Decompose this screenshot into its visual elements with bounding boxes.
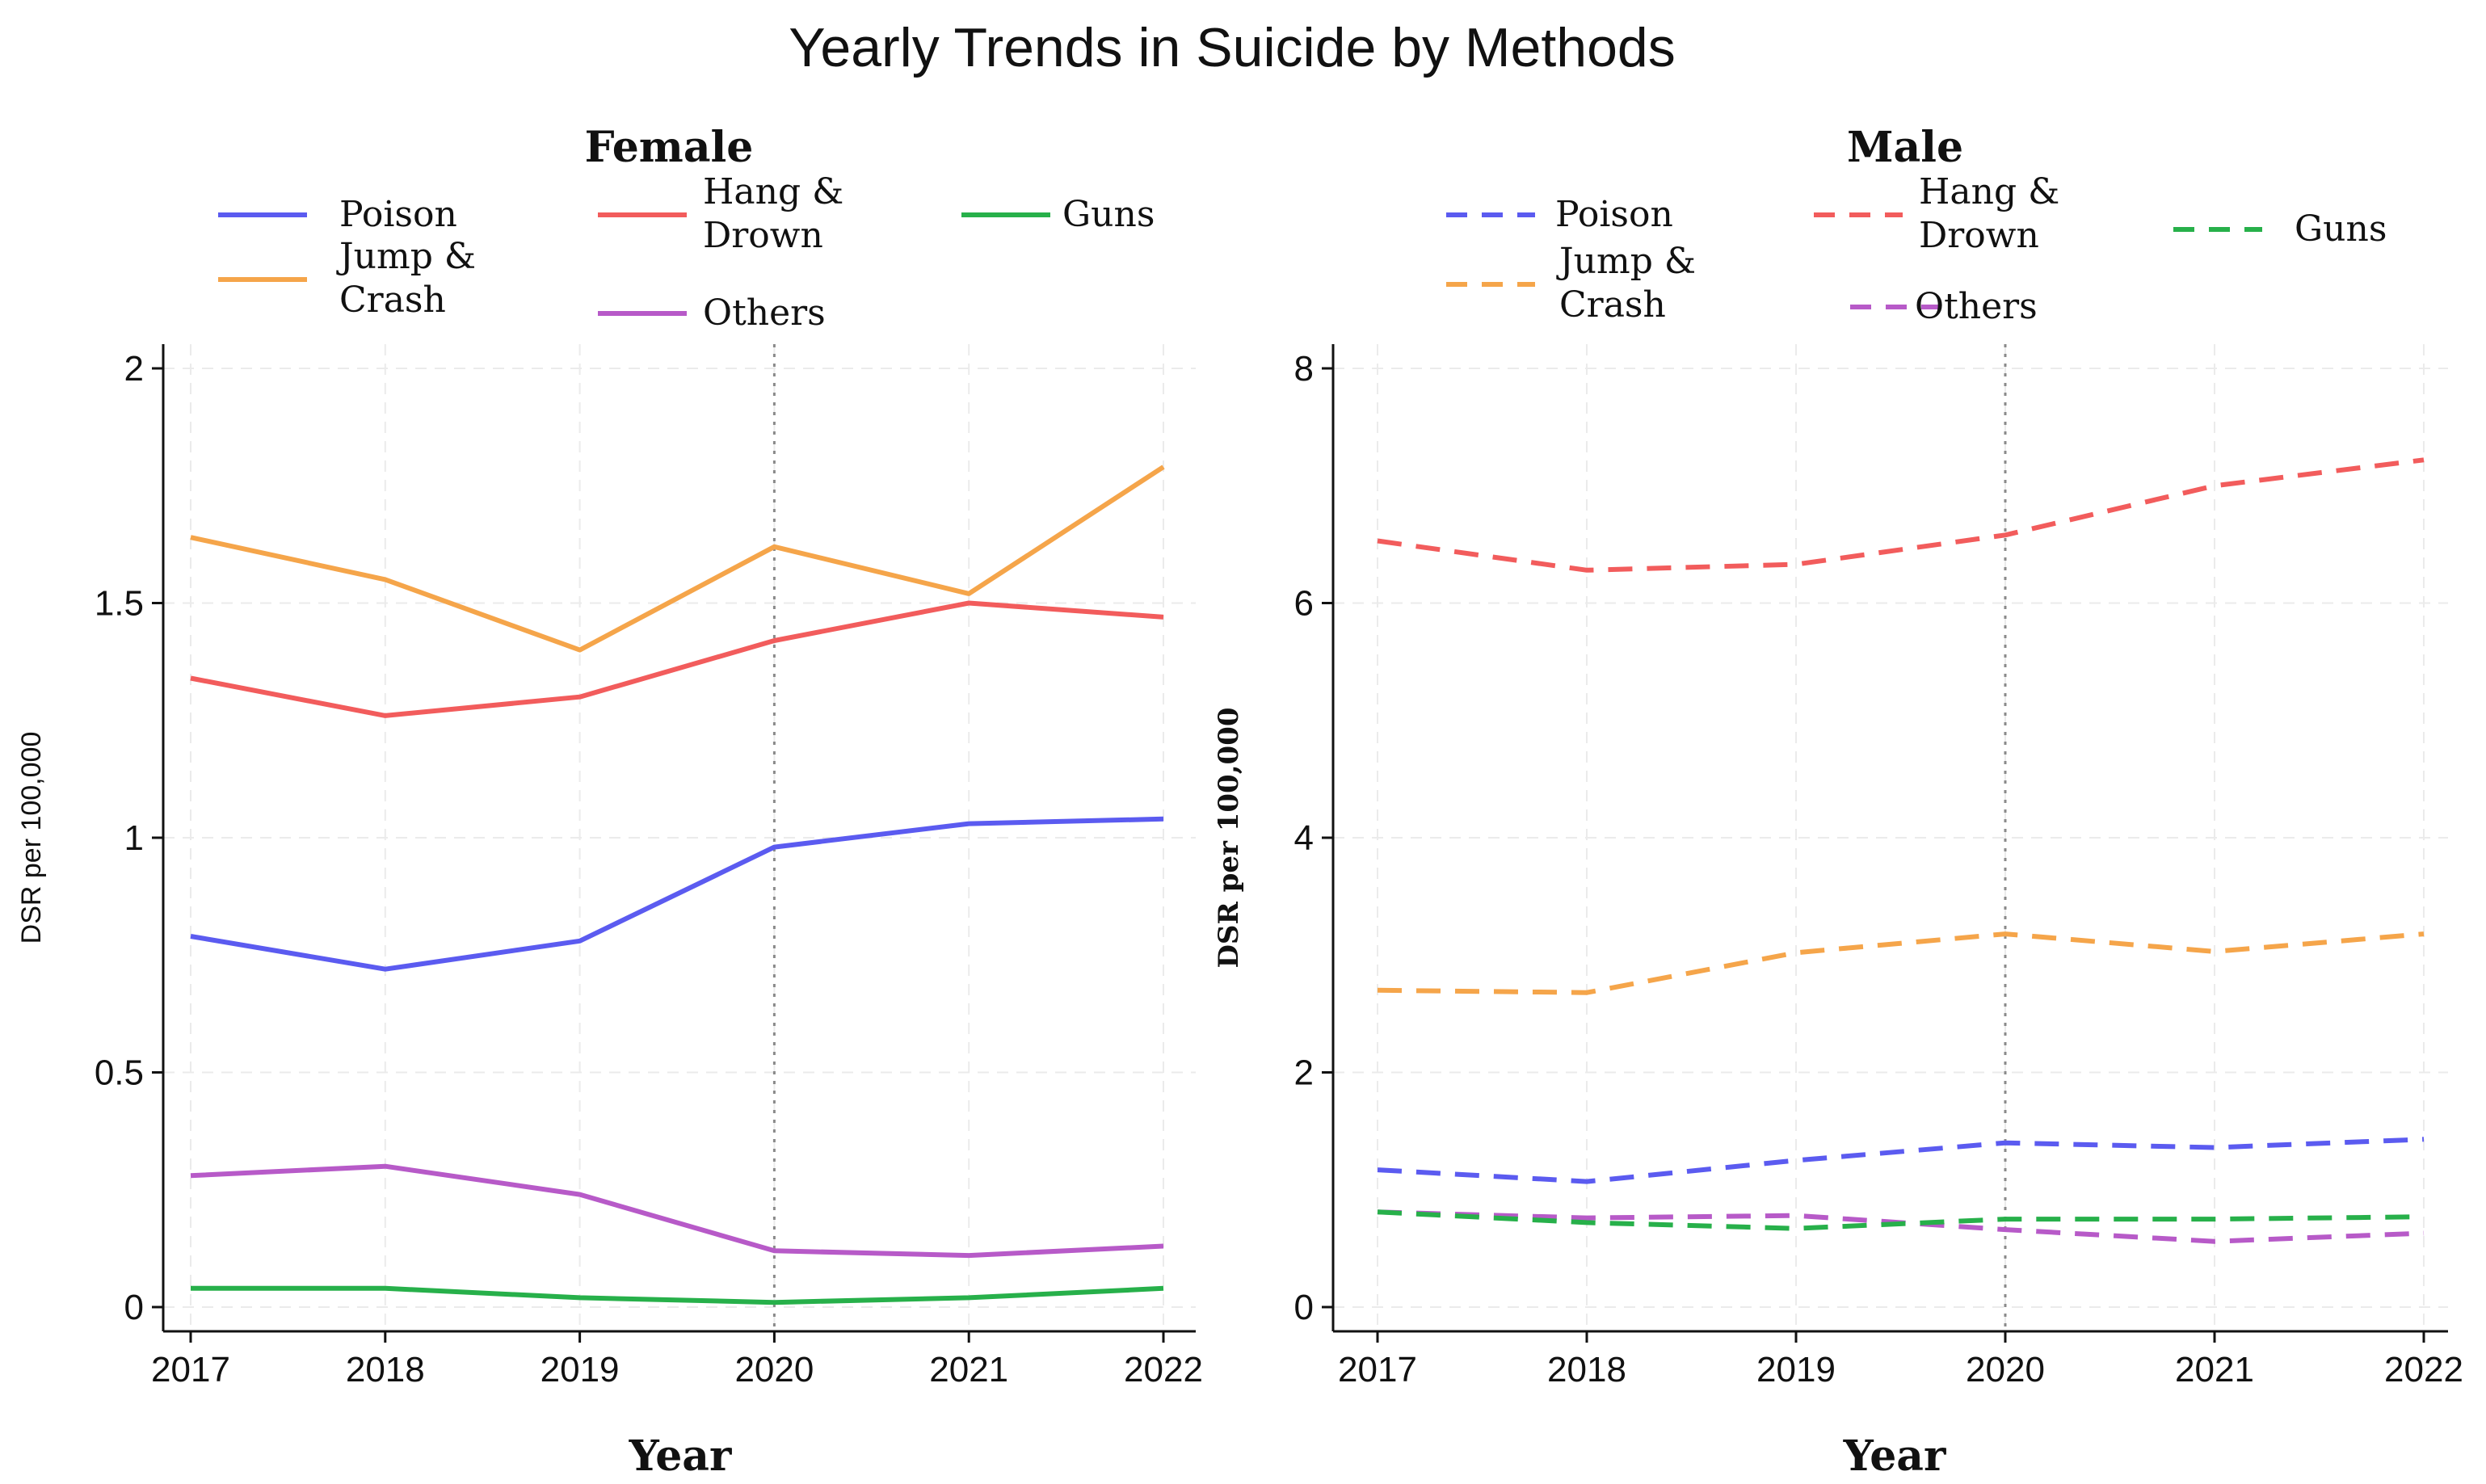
legend-label: Others [1915, 286, 2038, 327]
y-tick-label: 1.5 [95, 584, 144, 624]
male-panel: Male Poison Hang & Drown Guns Jump & Crash Othe… [1213, 123, 2463, 1481]
female-x-axis-title: Year [629, 1431, 732, 1481]
series-line-poison [1377, 1137, 2425, 1184]
x-tick-label: 2021 [2175, 1350, 2254, 1389]
female-y-axis-title: DSR per 100,000 [16, 732, 47, 944]
legend-label: Poison [1555, 194, 1673, 235]
x-tick-label: 2020 [1966, 1350, 2045, 1389]
y-tick-label: 1 [124, 818, 144, 858]
legend-label: Jump & Crash [336, 236, 476, 321]
chart-title: Yearly Trends in Suicide by Methods [789, 17, 1675, 78]
series-line-others [1377, 1209, 2425, 1244]
x-tick-label: 2018 [1547, 1350, 1626, 1389]
legend-label: Others [703, 292, 826, 334]
x-tick-label: 2022 [2384, 1350, 2463, 1389]
legend-label: Poison [339, 194, 457, 235]
y-tick-label: 2 [124, 349, 144, 389]
x-tick-label: 2017 [151, 1350, 230, 1389]
x-tick-label: 2020 [734, 1350, 814, 1389]
legend-item-jump-and-crash: Jump & Crash [1446, 241, 1696, 326]
y-tick-label: 2 [1294, 1053, 1314, 1093]
x-tick-label: 2017 [1338, 1350, 1417, 1389]
y-tick-label: 4 [1294, 818, 1314, 858]
legend-label: Jump & Crash [1556, 241, 1696, 326]
legend-label: Hang & Drown [703, 171, 843, 256]
y-tick-label: 8 [1294, 349, 1314, 389]
legend-item-others: Others [598, 292, 826, 334]
legend-label: Guns [1062, 194, 1155, 235]
y-tick-label: 0 [124, 1288, 144, 1327]
series-line-guns [191, 1285, 1164, 1305]
male-grid [1333, 344, 2448, 1331]
female-panel: Female Poison Hang & Drown Guns Jump & Crash Ot… [16, 123, 1203, 1481]
legend-label: Guns [2295, 208, 2387, 250]
series-line-poison [190, 816, 1164, 972]
x-tick-label: 2022 [1124, 1350, 1203, 1389]
series-line-hang-and-drown [1377, 457, 2425, 573]
legend-item-jump-and-crash: Jump & Crash [218, 236, 476, 321]
series-line-jump-and-crash [1377, 931, 2425, 995]
series-line-others [190, 1163, 1164, 1259]
female-grid [163, 344, 1196, 1331]
legend-item-guns: Guns [961, 194, 1155, 235]
male-panel-title: Male [1847, 123, 1963, 172]
series-line-jump-and-crash [190, 465, 1165, 653]
series-line-guns [1377, 1209, 2425, 1231]
legend-item-hang-and-drown: Hang & Drown [1814, 171, 2059, 256]
legend-item-poison: Poison [1446, 194, 1673, 235]
y-tick-label: 6 [1294, 584, 1314, 624]
legend-label: Hang & Drown [1919, 171, 2059, 256]
y-tick-label: 0.5 [95, 1053, 144, 1093]
series-line-hang-and-drown [190, 600, 1164, 718]
female-panel-title: Female [585, 123, 754, 172]
legend-item-poison: Poison [218, 194, 457, 235]
male-x-axis-title: Year [1843, 1431, 1946, 1481]
legend-item-hang-and-drown: Hang & Drown [598, 171, 843, 256]
x-tick-label: 2021 [929, 1350, 1008, 1389]
legend-item-others: Others [1850, 286, 2038, 327]
legend-item-guns: Guns [2173, 208, 2387, 250]
x-tick-label: 2019 [541, 1350, 620, 1389]
y-tick-label: 0 [1294, 1288, 1314, 1327]
x-tick-label: 2018 [346, 1350, 425, 1389]
x-tick-label: 2019 [1756, 1350, 1836, 1389]
male-y-axis-title: DSR per 100,000 [1213, 707, 1245, 968]
panels: Female Poison Hang & Drown Guns Jump & Crash Ot… [16, 123, 2463, 1481]
